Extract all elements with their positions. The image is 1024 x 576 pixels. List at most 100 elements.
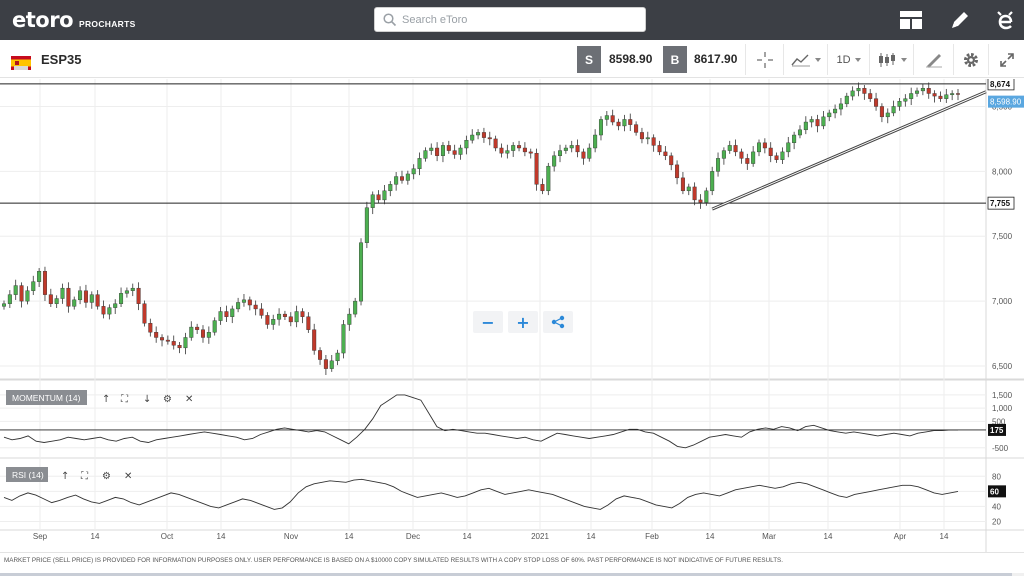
candle xyxy=(423,147,428,162)
candle xyxy=(364,201,369,249)
time-x-axis: Sep 14 Oct 14 Nov 14 Dec 14 2021 14 Feb 14 Mar 14 Apr 1… xyxy=(33,532,949,541)
candle xyxy=(610,109,615,126)
candle xyxy=(862,85,867,100)
candle xyxy=(294,305,299,328)
timeframe-label: 1D xyxy=(836,53,851,66)
buy-price[interactable]: 8617.90 xyxy=(694,52,738,66)
etoro-logo[interactable]: etoro PROCHARTS xyxy=(12,6,136,34)
candle xyxy=(429,143,434,155)
settings-icon[interactable] xyxy=(953,44,988,75)
buy-button[interactable]: B xyxy=(663,46,687,73)
candle xyxy=(481,127,486,143)
candle xyxy=(271,314,276,330)
instrument-toolbar: ESP35 S 8598.90 B 8617.90 1D xyxy=(0,40,1024,78)
horizontal-line[interactable]: 8,674 xyxy=(0,79,1015,91)
search-box[interactable] xyxy=(374,7,646,32)
move-up-icon[interactable]: ↑ xyxy=(61,471,69,482)
candle xyxy=(803,116,808,135)
candle xyxy=(417,152,422,176)
y-tick-label: 7,000 xyxy=(992,297,1013,306)
candle xyxy=(200,325,205,343)
layout-icon[interactable] xyxy=(897,6,925,34)
candle xyxy=(850,86,855,101)
candle xyxy=(721,147,726,165)
candle xyxy=(909,87,914,106)
candle xyxy=(569,140,574,153)
zoom-out-button[interactable]: − xyxy=(473,311,503,333)
candle xyxy=(95,290,100,310)
candle xyxy=(312,323,317,355)
candle xyxy=(306,312,311,333)
crosshair-icon[interactable] xyxy=(745,44,783,75)
candle xyxy=(885,108,890,124)
candle xyxy=(686,183,691,196)
candle xyxy=(458,144,463,160)
candle xyxy=(282,310,287,320)
chart-type-icon[interactable] xyxy=(783,44,827,75)
close-icon[interactable]: ✕ xyxy=(185,394,193,405)
sell-price[interactable]: 8598.90 xyxy=(609,52,653,66)
sell-button[interactable]: S xyxy=(577,46,601,73)
candle xyxy=(944,88,949,103)
candle xyxy=(534,148,539,191)
y-tick-label: -500 xyxy=(992,444,1009,453)
candle xyxy=(440,142,445,163)
y-tick-label: 8,000 xyxy=(992,167,1013,176)
candle xyxy=(2,300,6,310)
x-tick-label: Oct xyxy=(161,532,174,541)
share-icon xyxy=(551,315,565,329)
candle xyxy=(236,297,241,313)
share-button[interactable] xyxy=(543,311,573,333)
draw-tools-icon[interactable] xyxy=(913,44,953,75)
candle xyxy=(13,279,18,300)
pencil-icon[interactable] xyxy=(946,6,974,34)
logo-text: etoro xyxy=(12,8,74,32)
etoro-e-icon[interactable] xyxy=(991,6,1019,34)
momentum-label-badge[interactable] xyxy=(6,390,87,405)
candle xyxy=(101,300,106,319)
search-icon xyxy=(383,13,397,27)
zoom-in-button[interactable]: + xyxy=(508,311,538,333)
candle xyxy=(792,131,797,150)
candle xyxy=(89,291,94,309)
maximize-icon[interactable]: ⛶ xyxy=(80,471,89,482)
horizontal-scrollbar[interactable] xyxy=(0,573,1024,576)
hline-value: 8,674 xyxy=(990,80,1011,89)
pane-settings-icon[interactable]: ⚙ xyxy=(102,471,111,482)
candle xyxy=(335,349,340,366)
candle xyxy=(470,129,475,144)
scrollbar-thumb[interactable] xyxy=(0,573,1012,576)
move-down-icon[interactable]: ↓ xyxy=(143,394,151,405)
candle xyxy=(224,305,229,323)
candle xyxy=(540,178,545,195)
y-tick-label: 1,500 xyxy=(992,391,1013,400)
fullscreen-icon[interactable] xyxy=(988,44,1024,75)
maximize-icon[interactable]: ⛶ xyxy=(120,394,129,405)
rsi-label-badge[interactable] xyxy=(6,467,48,482)
momentum-y-axis: 1,500 1,000 500 -500 175 xyxy=(988,391,1013,453)
candle xyxy=(920,83,925,96)
close-icon[interactable]: ✕ xyxy=(124,471,132,482)
candle xyxy=(359,238,364,306)
horizontal-line[interactable]: 7,755 xyxy=(0,196,1015,210)
horizontal-lines[interactable]: 8,674 7,755 xyxy=(0,79,1015,210)
candles-icon[interactable] xyxy=(869,44,913,75)
candle xyxy=(528,148,533,159)
search-input[interactable] xyxy=(402,11,637,29)
pane-settings-icon[interactable]: ⚙ xyxy=(163,394,172,405)
candle xyxy=(768,142,773,163)
trendline[interactable] xyxy=(711,90,987,211)
rsi-y-axis: 8060402060 xyxy=(988,472,1006,526)
move-up-icon[interactable]: ↑ xyxy=(102,394,110,405)
candle xyxy=(347,308,352,331)
candle xyxy=(844,92,849,108)
x-tick-label: Dec xyxy=(406,532,420,541)
momentum-label: MOMENTUM (14) xyxy=(12,393,81,403)
current-value-tag: 175 xyxy=(988,423,1006,436)
candle xyxy=(499,143,504,158)
candle xyxy=(868,88,873,102)
candle xyxy=(113,299,118,314)
timeframe-select[interactable]: 1D xyxy=(827,44,869,75)
